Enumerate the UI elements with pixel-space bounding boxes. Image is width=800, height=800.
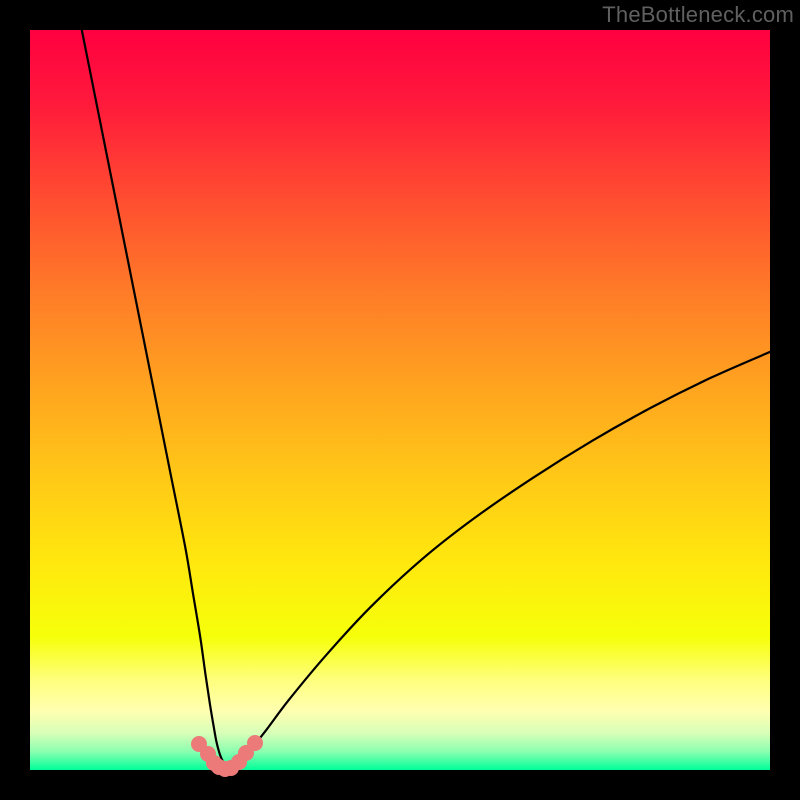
chart-svg xyxy=(0,0,800,800)
frame-right xyxy=(770,0,800,800)
frame-bottom xyxy=(0,770,800,800)
frame-top xyxy=(0,0,800,30)
frame-left xyxy=(0,0,30,800)
plot-background xyxy=(30,30,770,770)
chart-stage: TheBottleneck.com xyxy=(0,0,800,800)
